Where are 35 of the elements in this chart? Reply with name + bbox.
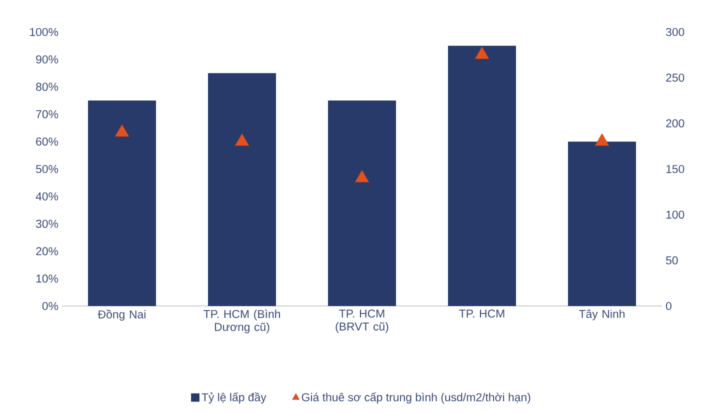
point xyxy=(114,124,130,137)
point xyxy=(474,46,490,60)
y-tick-label: 40% xyxy=(36,192,58,200)
y2-tick-label: 300 xyxy=(666,28,684,36)
legend-label: Tỷ lệ lấp đầy xyxy=(202,392,266,404)
legend-label: Giá thuê sơ cấp trung bình (usd/m2/thời hạn) xyxy=(302,392,530,404)
y-tick-label: 100% xyxy=(30,28,58,36)
point xyxy=(594,133,610,146)
y2-tick-label: 200 xyxy=(666,119,684,128)
y-tick-label: 70% xyxy=(36,110,58,118)
x-tick-label: Tây Ninh xyxy=(579,310,624,320)
x-tick-label: TP. HCM xyxy=(459,310,504,318)
y-tick-label: 30% xyxy=(36,220,58,228)
x-tick-label: TP. HCM (BRVT cũ) xyxy=(336,310,388,333)
bar xyxy=(88,100,156,306)
y2-tick-label: 100 xyxy=(666,210,684,219)
y-tick-label: 90% xyxy=(36,55,58,64)
bar xyxy=(448,46,516,306)
y-tick-label: 10% xyxy=(36,274,58,283)
y-tick-label: 20% xyxy=(36,247,58,256)
x-tick-label: TP. HCM (Bình Dương cũ) xyxy=(204,310,280,334)
bar xyxy=(568,142,636,306)
bar xyxy=(208,73,276,306)
y-tick-label: 50% xyxy=(36,164,58,174)
y2-tick-label: 250 xyxy=(666,74,684,82)
y-tick-label: 80% xyxy=(36,82,58,91)
y2-tick-label: 150 xyxy=(666,164,684,174)
y-tick-label: 60% xyxy=(36,138,58,146)
y-tick-label: 0% xyxy=(42,302,58,310)
bar xyxy=(328,100,396,306)
y2-tick-label: 50 xyxy=(666,256,678,264)
point xyxy=(234,133,250,146)
y2-tick-label: 0 xyxy=(666,302,672,310)
point xyxy=(354,170,370,182)
x-tick-label: Đồng Nai xyxy=(98,310,146,321)
